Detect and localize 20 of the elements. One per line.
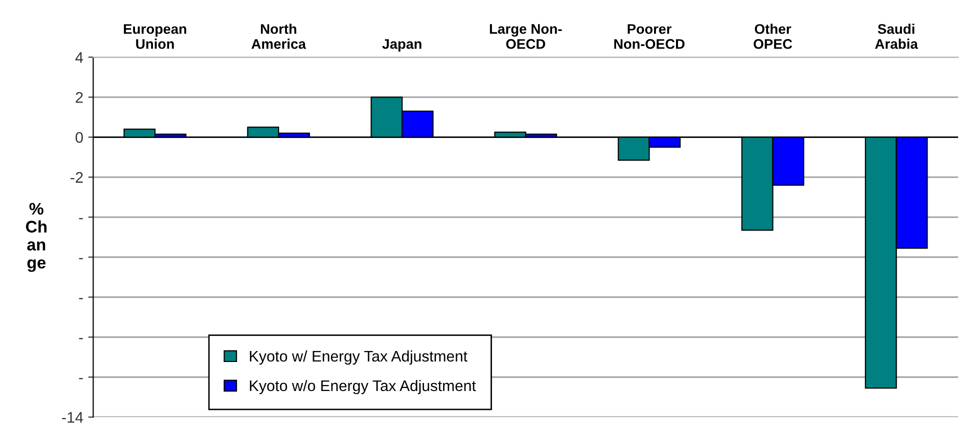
y-tick-label: - — [79, 378, 83, 380]
y-tick-label: 0 — [76, 132, 83, 143]
y-tick-label: - — [79, 338, 83, 340]
y-tick-label: - — [79, 218, 83, 220]
y-tick-label: 2 — [76, 92, 83, 103]
x-tick-label: European Union — [124, 24, 186, 49]
y-tick-label: - — [79, 258, 83, 260]
y-tick-label: -2 — [70, 172, 83, 183]
legend-label: Kyoto w/ Energy Tax Adjustment — [250, 350, 468, 365]
x-tick-label: North America — [251, 24, 306, 49]
x-tick-label: Other OPEC — [754, 24, 792, 49]
legend-label: Kyoto w/o Energy Tax Adjustment — [250, 380, 476, 394]
x-tick-label: Japan — [382, 39, 422, 52]
y-tick-label: - — [79, 298, 83, 300]
y-axis-title: % Ch an ge — [26, 202, 46, 272]
y-tick-label: 4 — [75, 52, 84, 63]
x-tick-label: Poorer Non-OECD — [614, 24, 685, 49]
x-tick-label: Large Non- OECD — [490, 24, 562, 49]
x-tick-label: Saudi Arabia — [875, 24, 918, 49]
y-tick-label: -14 — [62, 412, 84, 423]
